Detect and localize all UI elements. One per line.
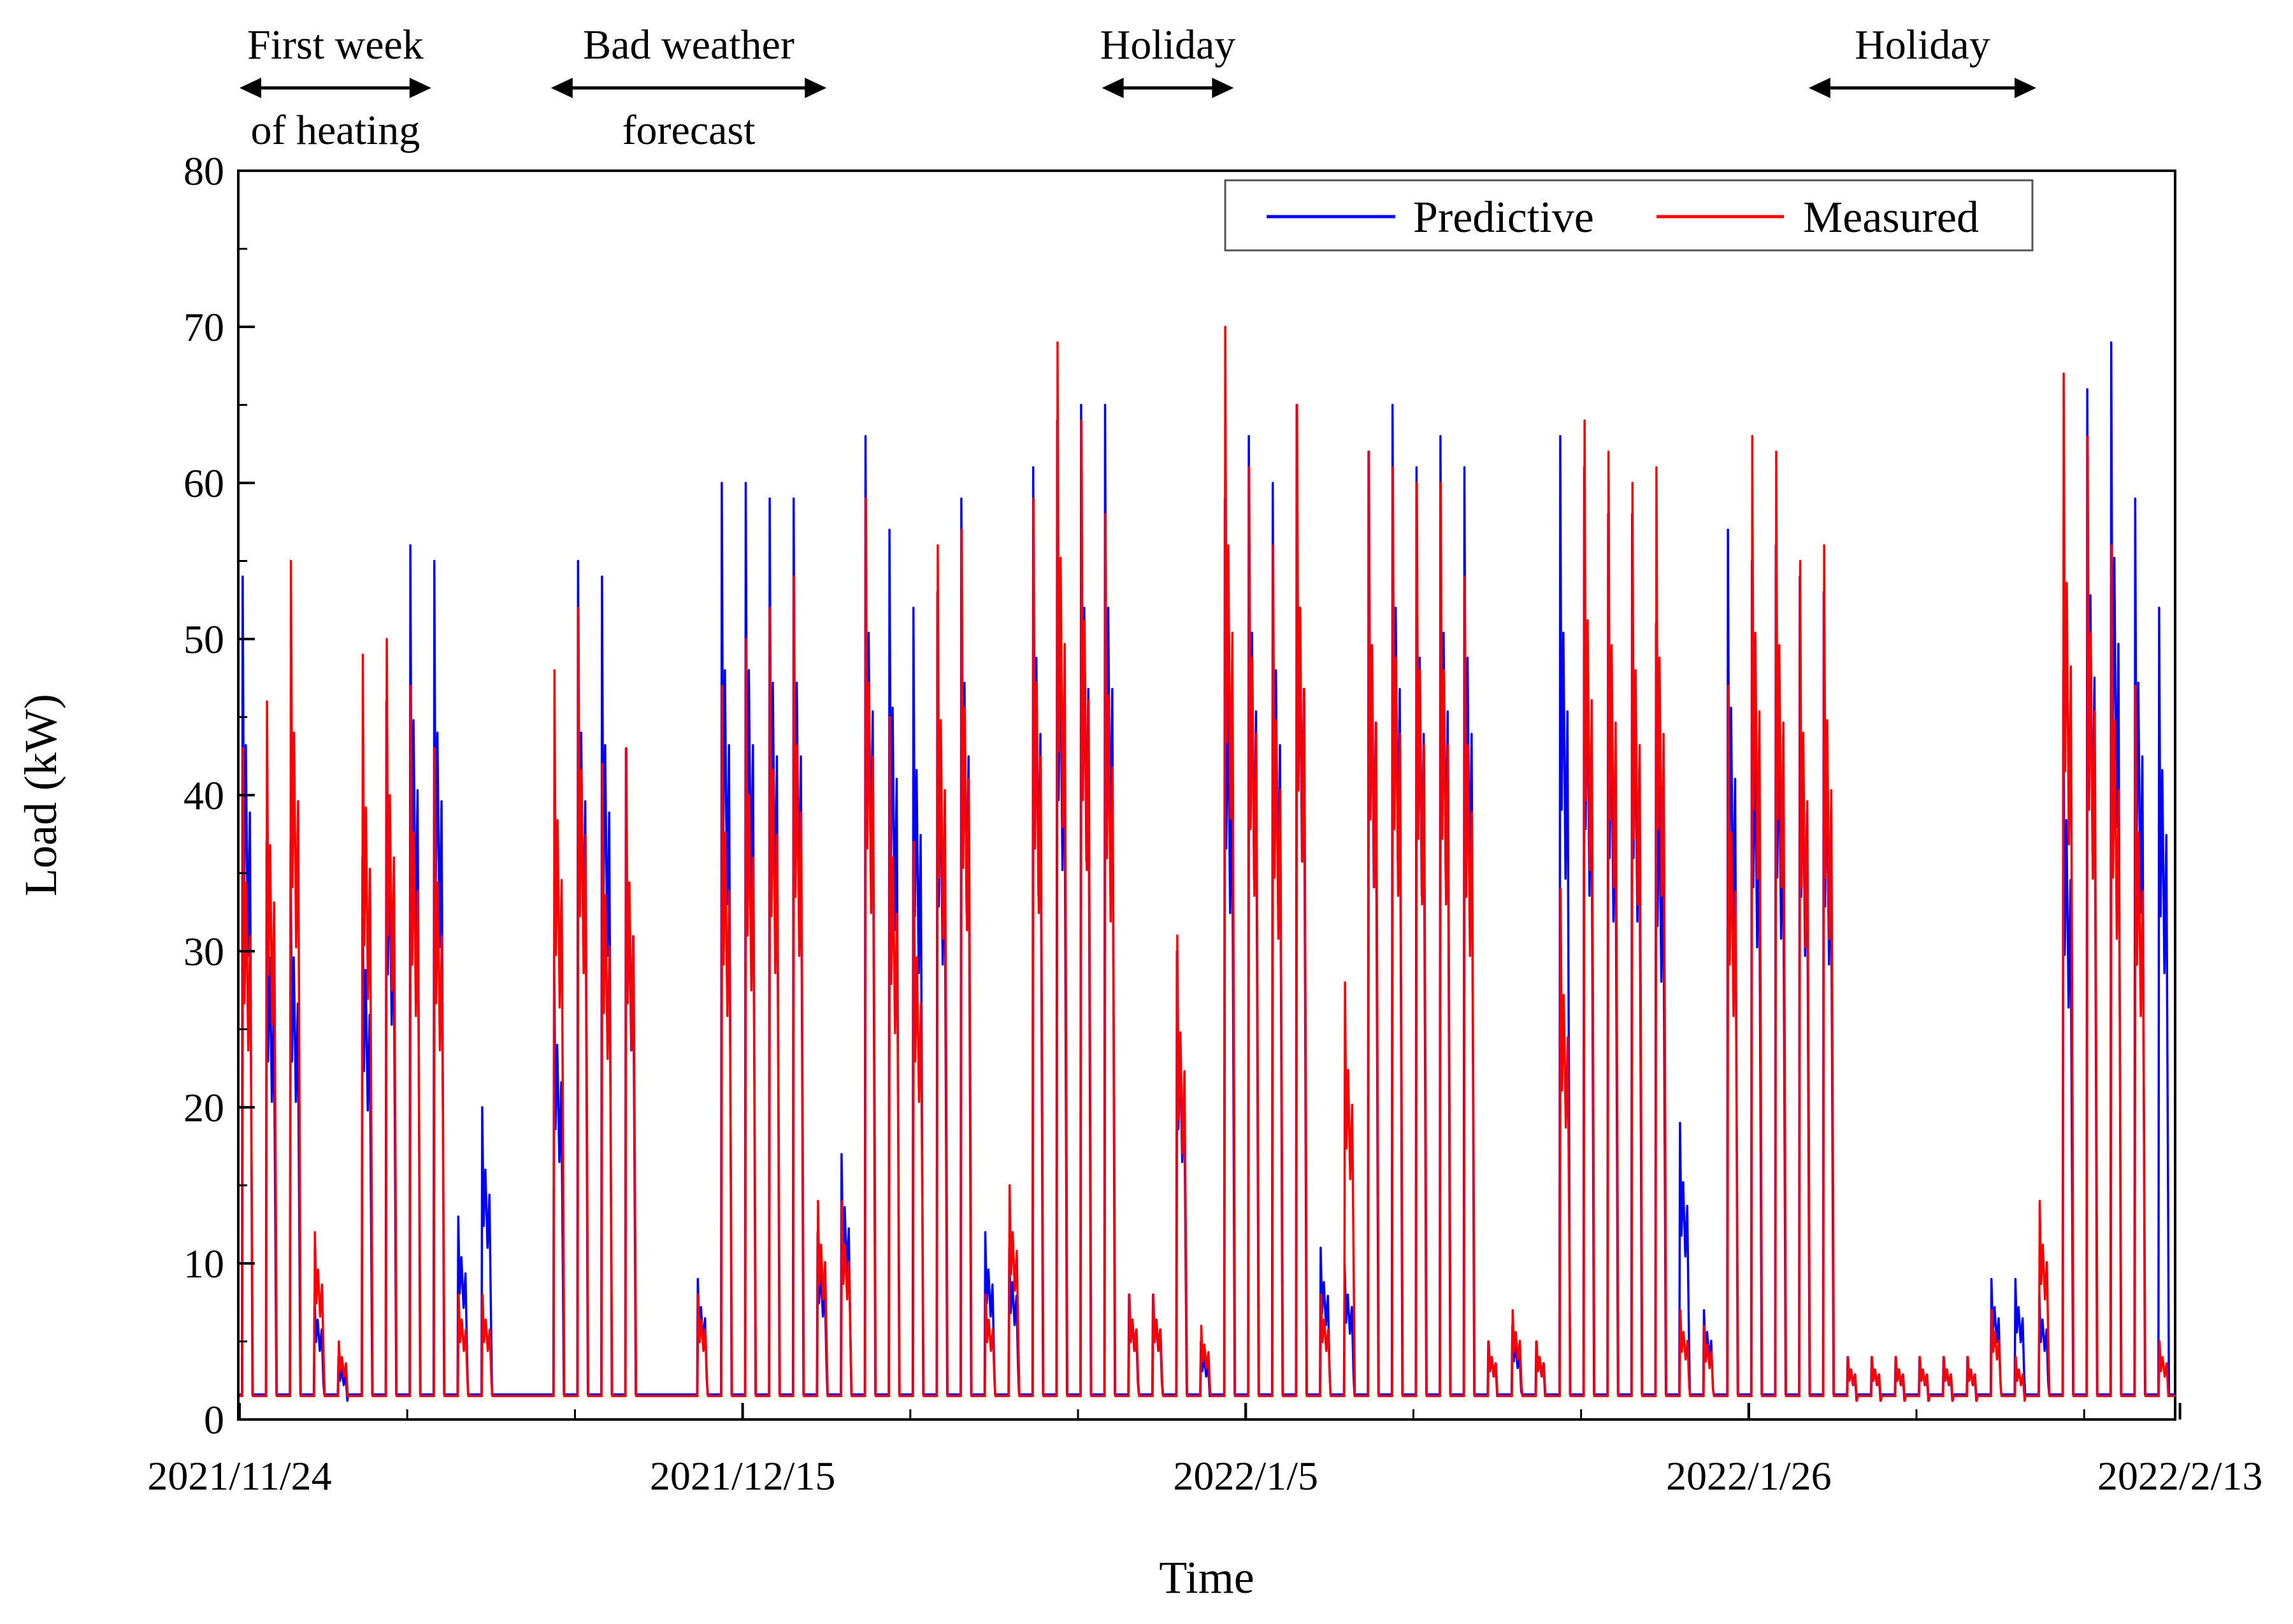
y-tick-label: 60 xyxy=(183,461,224,506)
annotation-label: Bad weather xyxy=(583,22,794,68)
annotation-label: First week xyxy=(247,22,424,68)
x-axis: 2021/11/24 2021/12/15 2022/1/5 2022/1/26 202… xyxy=(147,1403,2262,1498)
annotation-arrowhead-right xyxy=(1212,78,1234,98)
series-line-measured xyxy=(240,326,2175,1402)
annotation-label: of heating xyxy=(251,107,421,154)
y-tick-label: 30 xyxy=(183,929,224,974)
x-tick-label: 2022/2/13 xyxy=(2097,1453,2263,1498)
x-tick-label: 2022/1/5 xyxy=(1173,1453,1318,1498)
y-tick-label: 70 xyxy=(183,305,224,350)
y-tick-label: 20 xyxy=(183,1085,224,1130)
y-tick-label: 80 xyxy=(183,148,224,194)
x-axis-title: Time xyxy=(1159,1552,1254,1603)
annotation-label: forecast xyxy=(622,107,756,154)
annotation-arrowhead-left xyxy=(550,78,573,98)
y-tick-label: 50 xyxy=(183,617,224,662)
x-tick-label: 2022/1/26 xyxy=(1666,1453,1832,1498)
annotation-arrowhead-right xyxy=(2015,78,2036,98)
legend-label-measured: Measured xyxy=(1803,193,1979,242)
legend: Predictive Measured xyxy=(1224,179,2034,252)
legend-label-predictive: Predictive xyxy=(1413,193,1594,242)
y-axis-title: Load (kW) xyxy=(15,694,66,896)
annotation-label: Holiday xyxy=(1100,22,1236,68)
annotation-arrowhead-right xyxy=(805,78,827,98)
annotation-arrowhead-right xyxy=(409,78,431,98)
x-tick-label: 2021/11/24 xyxy=(147,1453,331,1498)
annotation-3: Holiday xyxy=(1100,22,1236,98)
y-tick-label: 40 xyxy=(183,773,224,818)
annotation-1: First week of heating xyxy=(240,22,431,154)
plot-frame xyxy=(237,169,2176,1421)
annotation-arrowhead-left xyxy=(1102,78,1124,98)
y-tick-label: 10 xyxy=(183,1241,224,1286)
annotation-arrowhead-left xyxy=(240,78,261,98)
annotation-arrowhead-left xyxy=(1808,78,1830,98)
y-tick-label: 0 xyxy=(204,1397,224,1442)
annotation-4: Holiday xyxy=(1808,22,2036,98)
series-layer xyxy=(240,326,2175,1402)
annotation-2: Bad weather forecast xyxy=(550,22,827,154)
y-axis: 0 10 20 30 40 50 60 70 80 xyxy=(183,148,255,1442)
x-tick-label: 2021/12/15 xyxy=(650,1453,836,1498)
annotations: First week of heating Bad weather forecast H… xyxy=(240,22,2036,154)
annotation-label: Holiday xyxy=(1855,22,1990,68)
series-line-predictive xyxy=(240,341,2175,1402)
